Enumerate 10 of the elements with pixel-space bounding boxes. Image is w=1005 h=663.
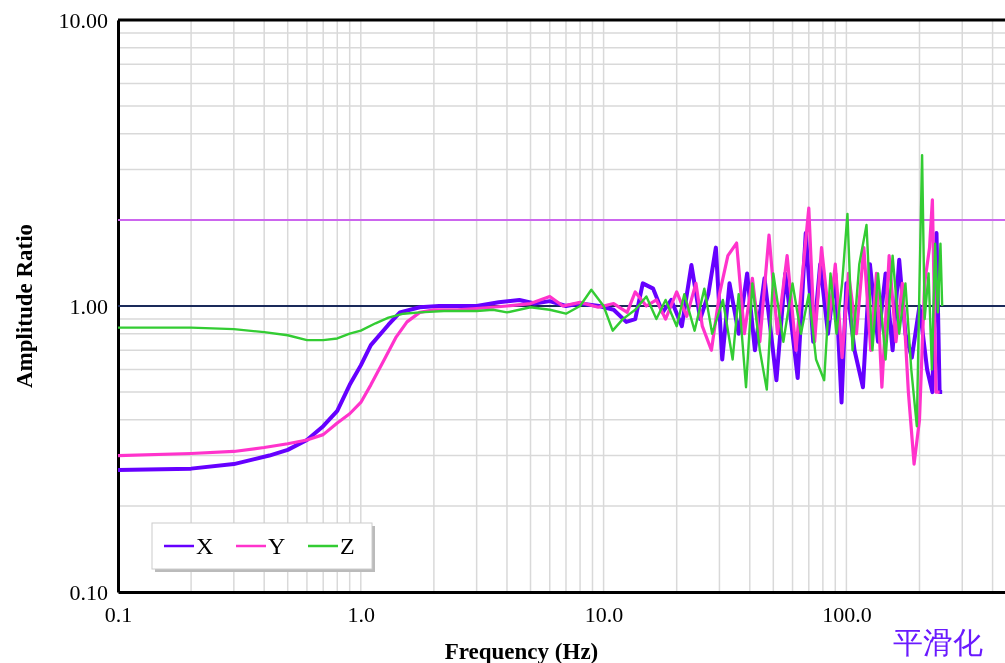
x-tick-label: 1.0 [347,601,376,627]
legend-label: Y [268,533,286,559]
x-tick-label: 10.0 [584,601,624,627]
legend-label: X [196,533,214,559]
text: 平滑化 [893,625,983,660]
y-tick-label: 1.00 [69,293,108,319]
x-tick-label: 100.0 [822,601,872,627]
legend-label: Z [340,533,355,559]
y-axis-title: Amplitude Ratio [12,223,37,389]
y-tick-label: 10.00 [58,7,108,33]
